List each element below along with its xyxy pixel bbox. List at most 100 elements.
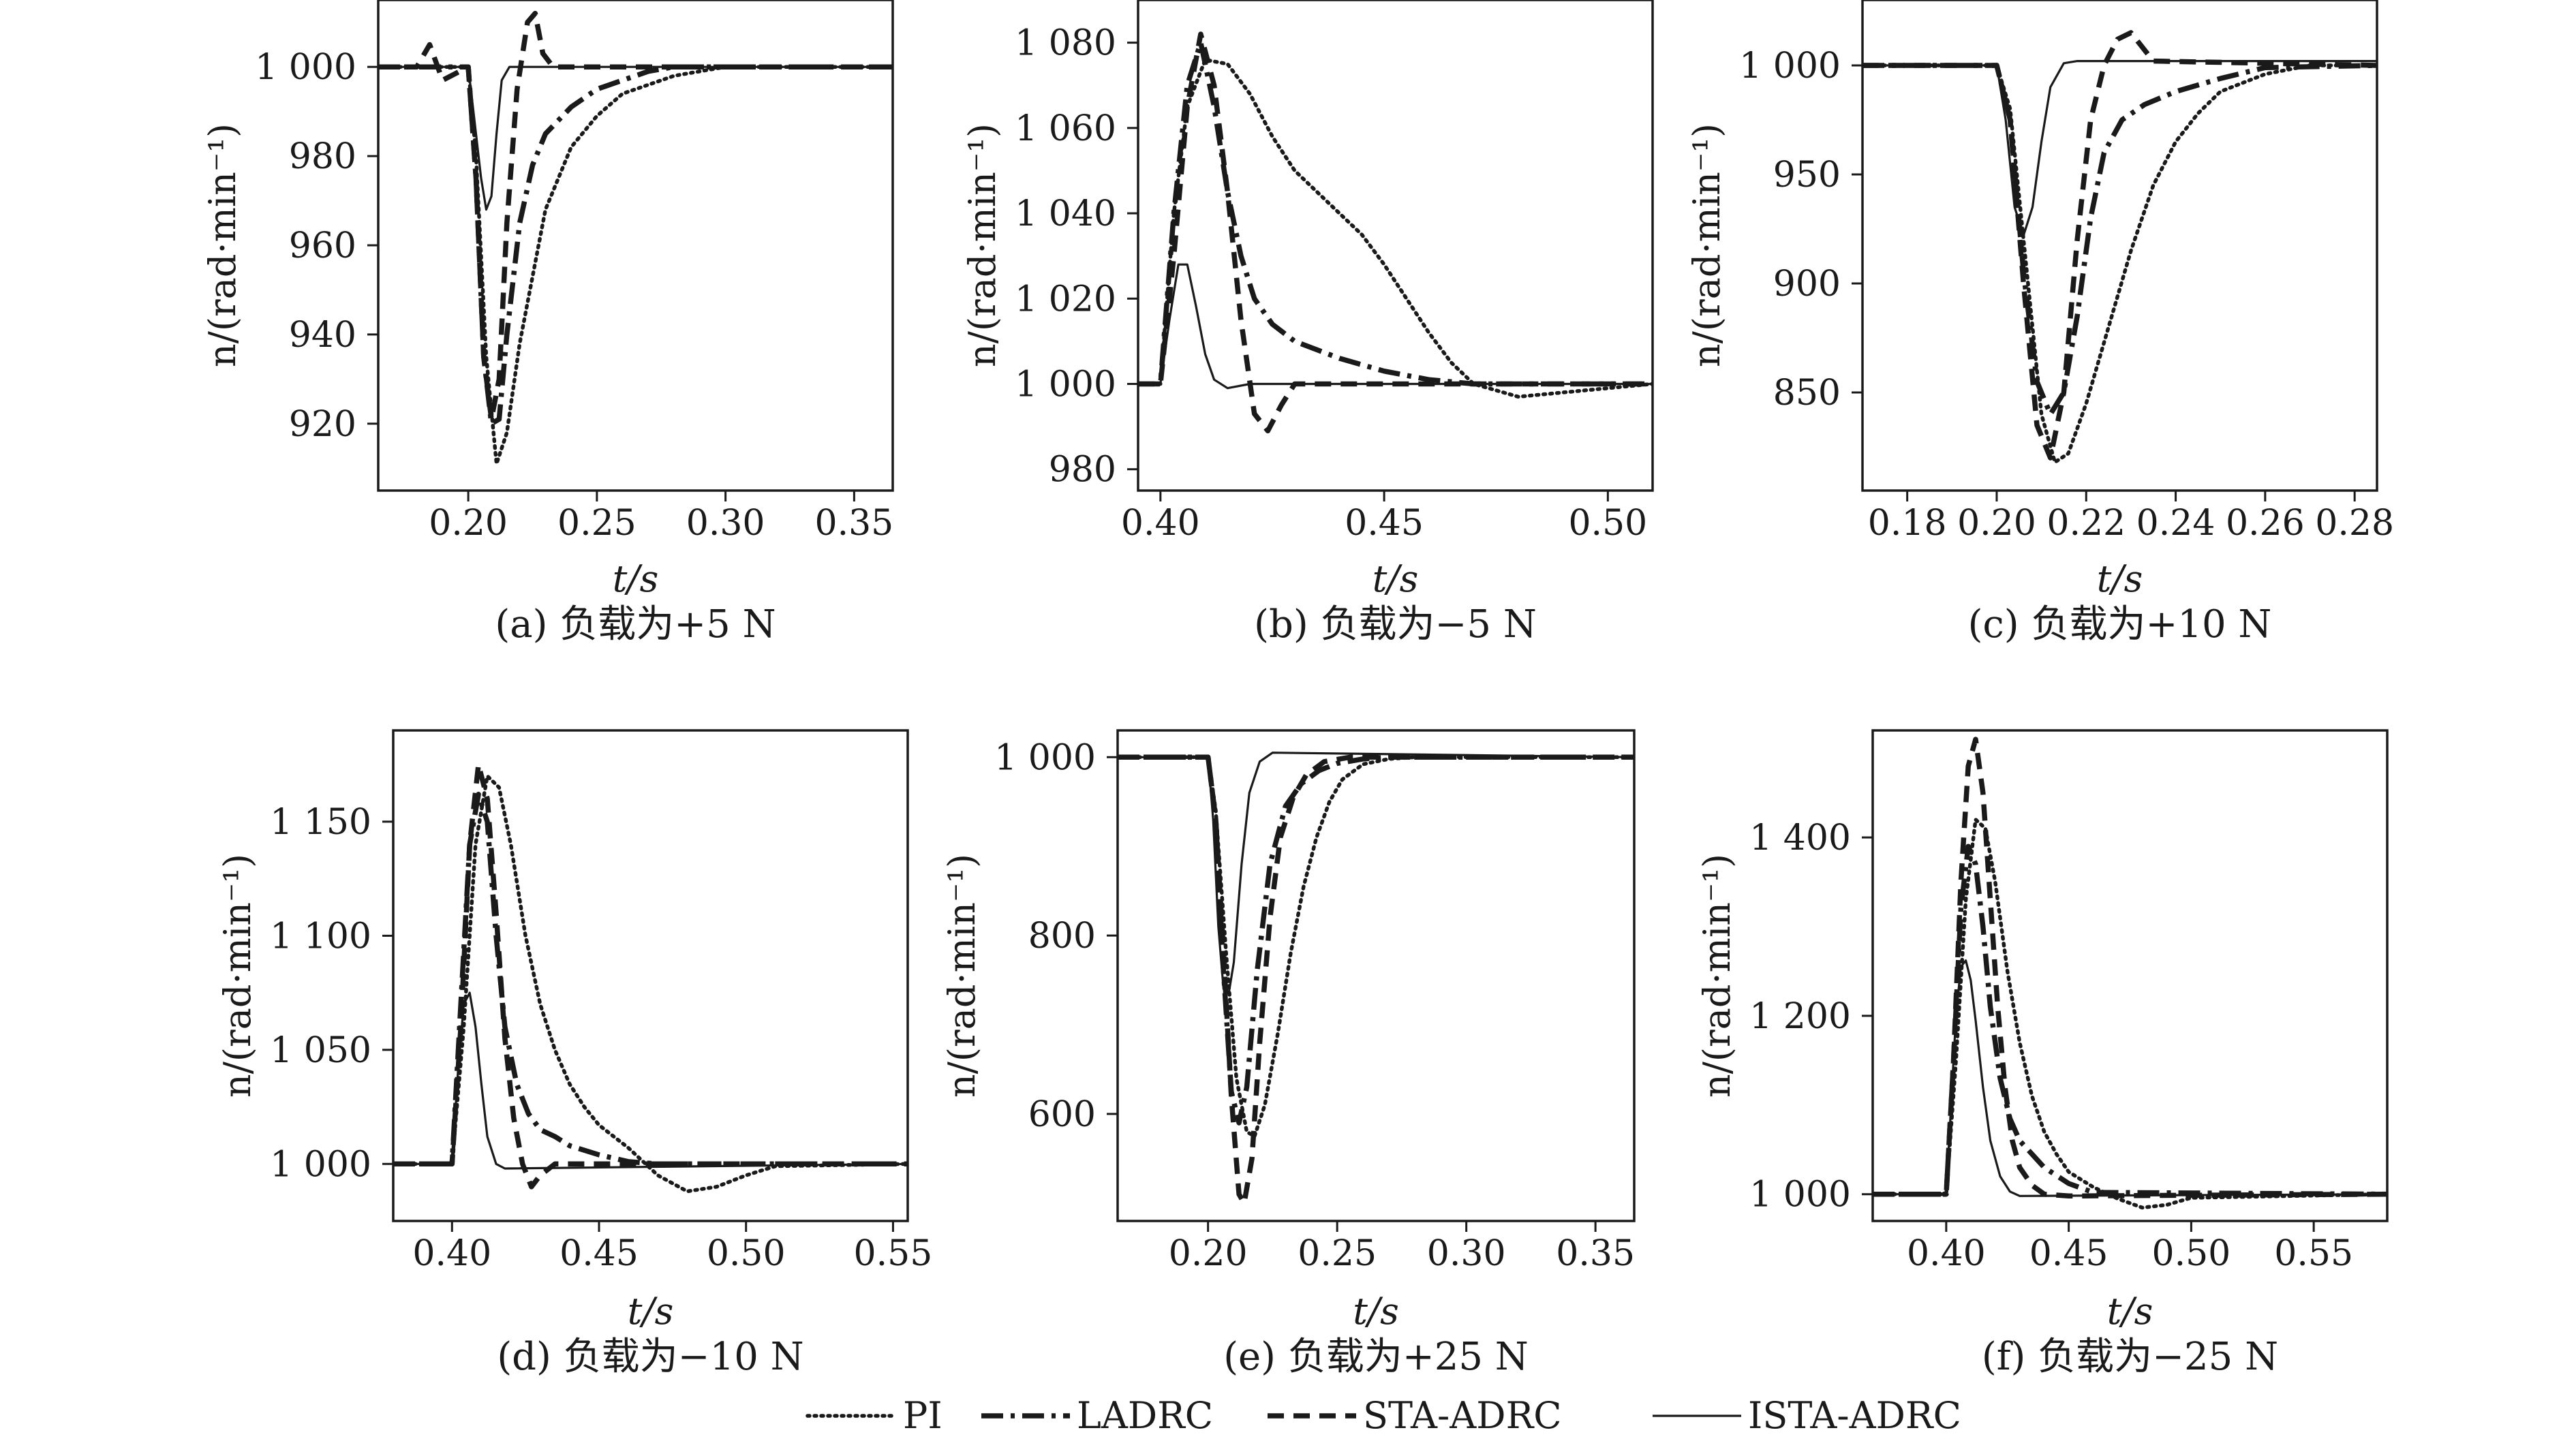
- y-tick-label: 920: [289, 404, 356, 445]
- series-line-ladrc: [1862, 63, 2377, 417]
- series-line-ista-adrc: [1873, 959, 2387, 1197]
- y-tick-label: 1 000: [1739, 46, 1841, 87]
- series-line-pi: [1138, 57, 1653, 399]
- y-tick-label: 1 020: [1015, 279, 1116, 320]
- x-tick-label: 0.40: [1121, 503, 1200, 544]
- series-line-ista-adrc: [1862, 59, 2377, 237]
- series-line-ladrc: [1873, 844, 2387, 1197]
- x-tick-label: 0.20: [429, 503, 508, 544]
- panel-caption: (c) 负载为+10 N: [1968, 602, 2272, 647]
- x-tick-label: 0.40: [1907, 1233, 1986, 1274]
- y-tick-label: 1 000: [255, 47, 356, 88]
- panel-caption: (f) 负载为−25 N: [1982, 1335, 2278, 1379]
- chart-panel-5: 0.20 0.25 0.30 0.35 600 800 1 000 t/s n/(rad·min…: [940, 729, 1636, 1379]
- x-tick-label: 0.50: [2151, 1233, 2230, 1274]
- series-line-pi: [378, 65, 893, 466]
- series-line-ladrc: [1118, 754, 1634, 1126]
- y-tick-label: 1 000: [270, 1144, 371, 1185]
- series-line-ista-adrc: [1118, 752, 1634, 995]
- y-tick-label: 900: [1773, 264, 1841, 305]
- chart-panel-2: 0.40 0.45 0.50 980 1 000 1 020 1 040 1 060 1 080…: [961, 0, 1654, 647]
- x-axis-title: t/s: [628, 1290, 674, 1333]
- y-axis-title: n/(rad·min⁻¹): [940, 854, 983, 1098]
- x-tick-label: 0.28: [2315, 503, 2394, 544]
- panel-caption: (a) 负载为+5 N: [495, 602, 776, 647]
- y-tick-label: 1 200: [1749, 996, 1851, 1037]
- series-line-sta-adrc: [1873, 737, 2387, 1199]
- legend-label-sta-adrc: STA-ADRC: [1363, 1394, 1562, 1437]
- series-group: [378, 10, 893, 466]
- series-group: [393, 762, 908, 1194]
- plot-frame: [1861, 0, 2378, 492]
- legend-label-pi: PI: [903, 1394, 942, 1437]
- x-tick-label: 0.50: [1568, 503, 1647, 544]
- series-line-ladrc: [1138, 40, 1653, 387]
- y-axis-title: n/(rad·min⁻¹): [1685, 123, 1728, 367]
- x-axis-title: t/s: [2097, 557, 2143, 600]
- x-tick-label: 0.24: [2136, 503, 2215, 544]
- x-tick-label: 0.30: [1427, 1233, 1506, 1274]
- y-axis-title: n/(rad·min⁻¹): [961, 123, 1004, 367]
- series-group: [1118, 752, 1634, 1206]
- x-tick-label: 0.55: [2274, 1233, 2353, 1274]
- y-tick-label: 1 040: [1015, 194, 1116, 234]
- x-tick-label: 0.45: [1345, 503, 1424, 544]
- x-tick-label: 0.30: [686, 503, 765, 544]
- series-line-sta-adrc: [378, 10, 893, 422]
- plot-frame: [392, 729, 909, 1222]
- y-tick-label: 1 400: [1749, 818, 1851, 858]
- y-tick-label: 1 000: [994, 737, 1096, 778]
- series-line-ladrc: [378, 64, 893, 427]
- legend-label-ista-adrc: ISTA-ADRC: [1748, 1394, 1961, 1437]
- y-tick-label: 1 150: [270, 802, 371, 843]
- series-group: [1862, 30, 2377, 465]
- chart-panel-3: 0.18 0.20 0.22 0.24 0.26 0.28 850 900 950 1 000 t/…: [1685, 0, 2394, 647]
- plot-frame: [1116, 729, 1636, 1222]
- x-tick-label: 0.20: [1957, 503, 2036, 544]
- series-line-pi: [1118, 755, 1634, 1139]
- y-tick-label: 980: [289, 136, 356, 177]
- series-line-ista-adrc: [378, 65, 893, 211]
- panel-caption: (e) 负载为+25 N: [1223, 1335, 1529, 1379]
- x-axis-title: t/s: [2107, 1290, 2153, 1333]
- x-axis-title: t/s: [1373, 557, 1419, 600]
- panel-caption: (b) 负载为−5 N: [1254, 602, 1537, 647]
- series-line-sta-adrc: [1118, 754, 1634, 1206]
- y-tick-label: 1 000: [1749, 1175, 1851, 1216]
- x-tick-label: 0.20: [1169, 1233, 1248, 1274]
- plot-frame: [1871, 729, 2389, 1222]
- y-tick-label: 600: [1028, 1094, 1096, 1135]
- y-tick-label: 1 060: [1015, 108, 1116, 149]
- series-line-ista-adrc: [1138, 263, 1653, 390]
- y-tick-label: 960: [289, 226, 356, 266]
- x-tick-label: 0.55: [854, 1233, 933, 1274]
- series-line-ista-adrc: [393, 991, 908, 1170]
- series-line-sta-adrc: [1862, 30, 2377, 461]
- y-tick-label: 1 050: [270, 1030, 371, 1071]
- y-tick-label: 850: [1773, 373, 1841, 414]
- x-tick-label: 0.22: [2046, 503, 2126, 544]
- x-tick-label: 0.18: [1868, 503, 1947, 544]
- x-tick-label: 0.45: [559, 1233, 639, 1274]
- x-axis-title: t/s: [613, 557, 659, 600]
- x-tick-label: 0.40: [412, 1233, 491, 1274]
- series-line-pi: [1862, 63, 2377, 465]
- legend-label-ladrc: LADRC: [1077, 1394, 1213, 1437]
- series-group: [1138, 31, 1653, 434]
- y-tick-label: 1 080: [1015, 23, 1116, 64]
- x-tick-label: 0.35: [814, 503, 893, 544]
- series-line-pi: [393, 774, 908, 1194]
- x-tick-label: 0.26: [2226, 503, 2305, 544]
- legend: PI LADRC STA-ADRC ISTA-ADRC: [806, 1394, 1961, 1437]
- y-tick-label: 940: [289, 315, 356, 356]
- panel-caption: (d) 负载为−10 N: [497, 1335, 803, 1379]
- y-tick-label: 1 000: [1015, 364, 1116, 405]
- x-axis-title: t/s: [1353, 1290, 1399, 1333]
- x-tick-label: 0.25: [1298, 1233, 1377, 1274]
- chart-panel-6: 0.40 0.45 0.50 0.55 1 000 1 200 1 400 t/s n/(rad…: [1696, 729, 2389, 1379]
- series-group: [1873, 737, 2387, 1210]
- x-tick-label: 0.25: [557, 503, 637, 544]
- series-line-pi: [1873, 818, 2387, 1210]
- x-tick-label: 0.45: [2029, 1233, 2109, 1274]
